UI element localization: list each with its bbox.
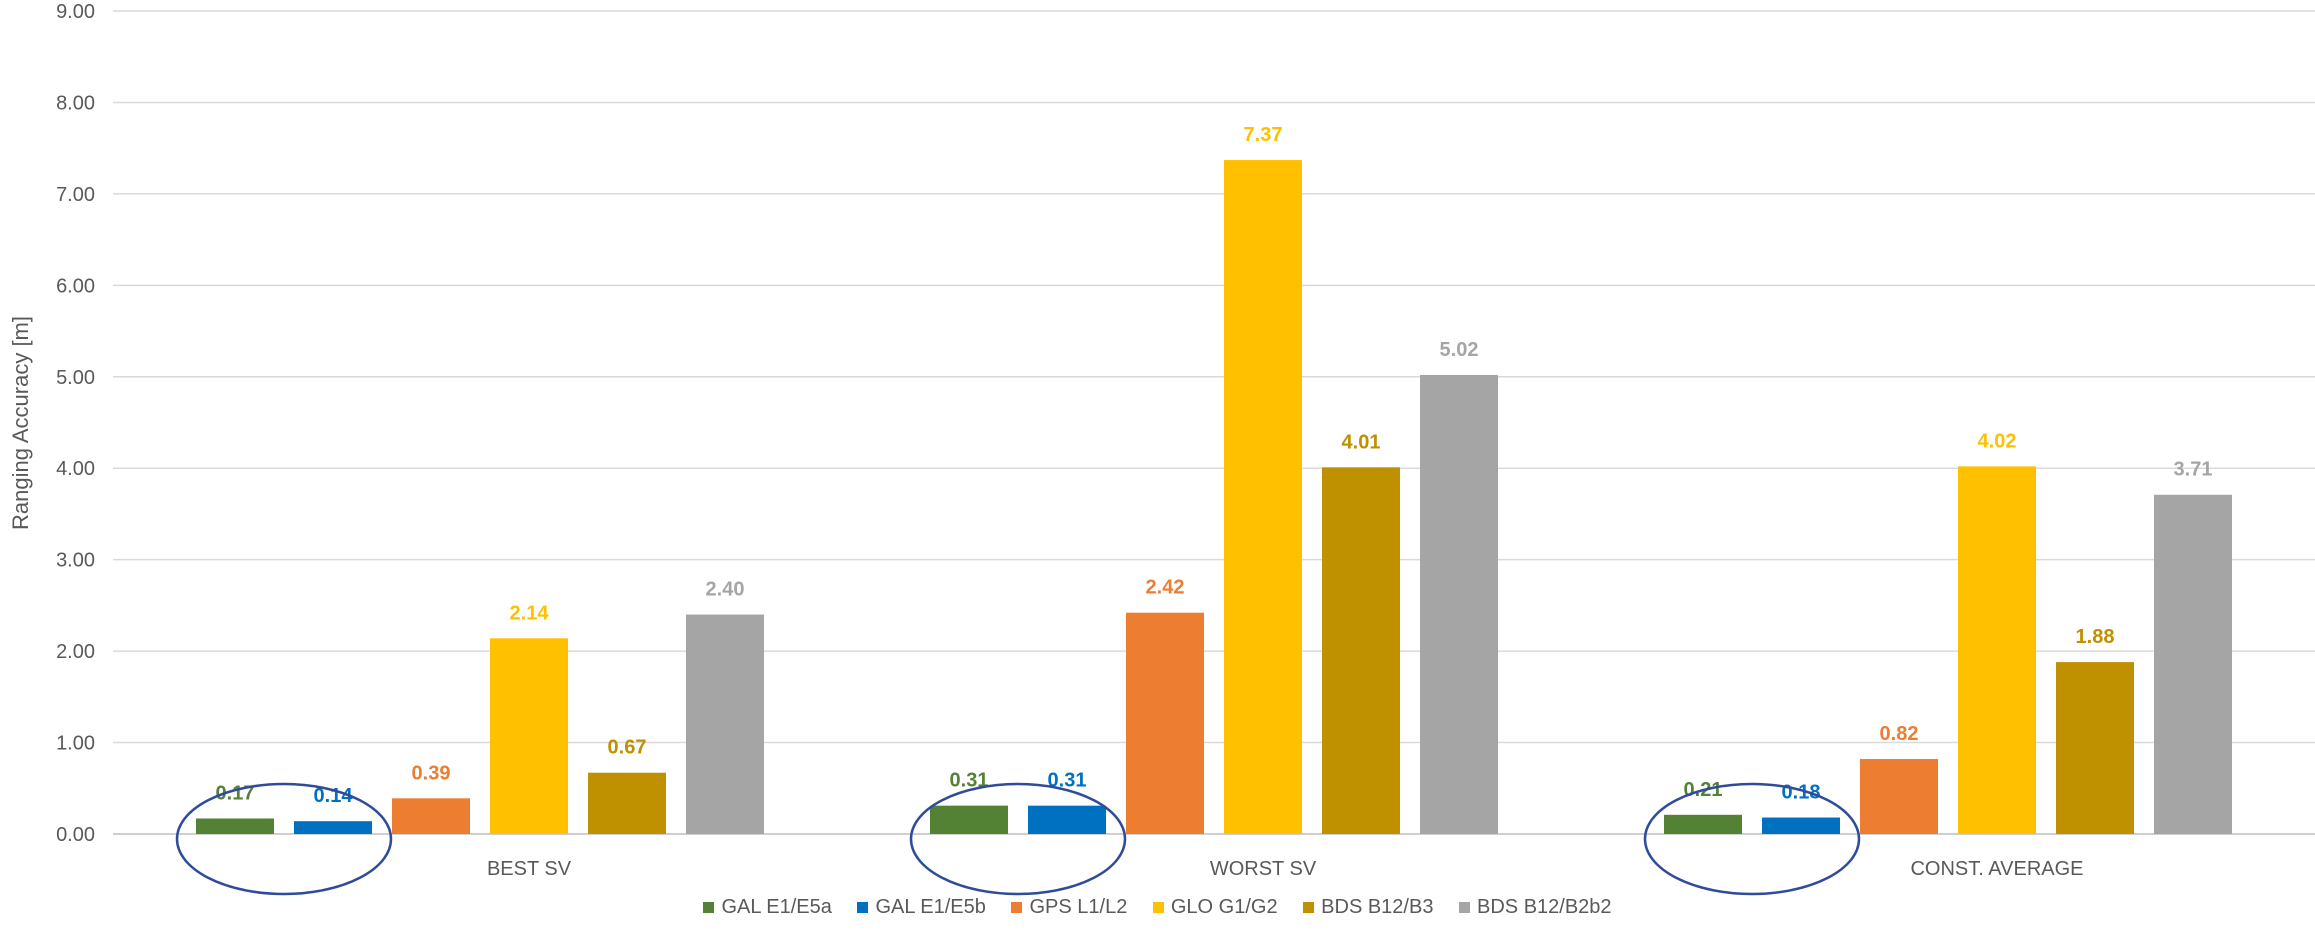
y-tick-label: 1.00 bbox=[56, 733, 95, 755]
data-label: 0.31 bbox=[950, 770, 989, 792]
bar bbox=[1762, 817, 1840, 834]
y-tick-labels: 0.00 1.00 2.00 3.00 4.00 5.00 6.00 7.00 8.00 9.00 bbox=[56, 1, 95, 846]
legend-label: GAL E1/E5b bbox=[875, 896, 986, 918]
data-label: 0.14 bbox=[314, 785, 354, 807]
legend: GAL E1/E5a GAL E1/E5b GPS L1/L2 GLO G1/G… bbox=[0, 896, 2315, 919]
legend-item-gal-e1-e5a: GAL E1/E5a bbox=[703, 896, 832, 919]
legend-label: BDS B12/B3 bbox=[1321, 896, 1434, 918]
data-label: 2.42 bbox=[1146, 577, 1185, 599]
legend-label: BDS B12/B2b2 bbox=[1477, 896, 1612, 918]
bar bbox=[1664, 814, 1742, 834]
legend-swatch bbox=[1459, 902, 1471, 913]
bar bbox=[2056, 662, 2134, 834]
bar bbox=[196, 818, 274, 834]
bar bbox=[1126, 612, 1204, 834]
legend-swatch bbox=[1303, 902, 1315, 913]
bar bbox=[930, 805, 1008, 834]
data-label: 0.82 bbox=[1880, 723, 1919, 745]
y-axis-label: Ranging Accuracy [m] bbox=[8, 316, 33, 530]
y-tick-label: 9.00 bbox=[56, 1, 95, 23]
y-tick-label: 0.00 bbox=[56, 824, 95, 846]
highlight-ellipse bbox=[909, 782, 1127, 896]
data-label: 3.71 bbox=[2174, 459, 2213, 481]
bar bbox=[1224, 160, 1302, 834]
y-tick-label: 3.00 bbox=[56, 550, 95, 572]
legend-swatch bbox=[1152, 902, 1164, 913]
y-tick-label: 6.00 bbox=[56, 275, 95, 297]
bar bbox=[392, 798, 470, 834]
data-label: 1.88 bbox=[2076, 626, 2115, 648]
bar bbox=[490, 638, 568, 834]
data-label: 7.37 bbox=[1244, 124, 1283, 146]
bars bbox=[196, 160, 2232, 834]
legend-swatch bbox=[1011, 902, 1023, 913]
category-label: WORST SV bbox=[1210, 858, 1317, 880]
legend-label: GPS L1/L2 bbox=[1029, 896, 1128, 918]
data-label: 0.18 bbox=[1782, 782, 1821, 804]
highlight-ellipse bbox=[1643, 782, 1861, 896]
category-label: CONST. AVERAGE bbox=[1910, 858, 2083, 880]
category-labels: BEST SV WORST SV CONST. AVERAGE bbox=[487, 858, 2084, 880]
legend-swatch bbox=[703, 902, 715, 913]
y-tick-label: 8.00 bbox=[56, 92, 95, 114]
legend-item-bds-b12-b3: BDS B12/B3 bbox=[1303, 896, 1433, 919]
legend-swatch bbox=[857, 902, 869, 913]
data-label: 4.01 bbox=[1342, 431, 1381, 453]
legend-label: GAL E1/E5a bbox=[721, 896, 832, 918]
bar bbox=[1958, 466, 2036, 834]
bar bbox=[686, 614, 764, 834]
bar bbox=[1860, 759, 1938, 834]
bar bbox=[1028, 805, 1106, 834]
y-tick-label: 4.00 bbox=[56, 458, 95, 480]
highlight-ellipse bbox=[175, 782, 393, 896]
data-label: 0.67 bbox=[608, 737, 647, 759]
data-labels: 0.17 0.140.392.140.672.400.31 0.312.427.37… bbox=[216, 124, 2213, 807]
legend-item-glo-g1-g2: GLO G1/G2 bbox=[1152, 896, 1278, 919]
bar bbox=[2154, 494, 2232, 834]
y-tick-label: 5.00 bbox=[56, 367, 95, 389]
legend-item-bds-b12-b2b2: BDS B12/B2b2 bbox=[1459, 896, 1612, 919]
data-label: 4.02 bbox=[1978, 430, 2017, 452]
category-label: BEST SV bbox=[487, 858, 572, 880]
gridlines bbox=[113, 10, 2315, 835]
bar bbox=[588, 772, 666, 834]
legend-item-gal-e1-e5b: GAL E1/E5b bbox=[857, 896, 986, 919]
bar bbox=[1420, 374, 1498, 834]
y-tick-label: 2.00 bbox=[56, 641, 95, 663]
data-label: 0.39 bbox=[412, 762, 451, 784]
highlight-ellipses bbox=[175, 782, 1861, 896]
data-label: 2.14 bbox=[510, 602, 550, 624]
legend-item-gps-l1-l2: GPS L1/L2 bbox=[1011, 896, 1127, 919]
data-label: 5.02 bbox=[1440, 339, 1479, 361]
y-tick-label: 7.00 bbox=[56, 184, 95, 206]
bar bbox=[294, 821, 372, 834]
legend-label: GLO G1/G2 bbox=[1170, 896, 1278, 918]
data-label: 0.31 bbox=[1048, 770, 1087, 792]
bar bbox=[1322, 467, 1400, 834]
data-label: 2.40 bbox=[706, 579, 745, 601]
